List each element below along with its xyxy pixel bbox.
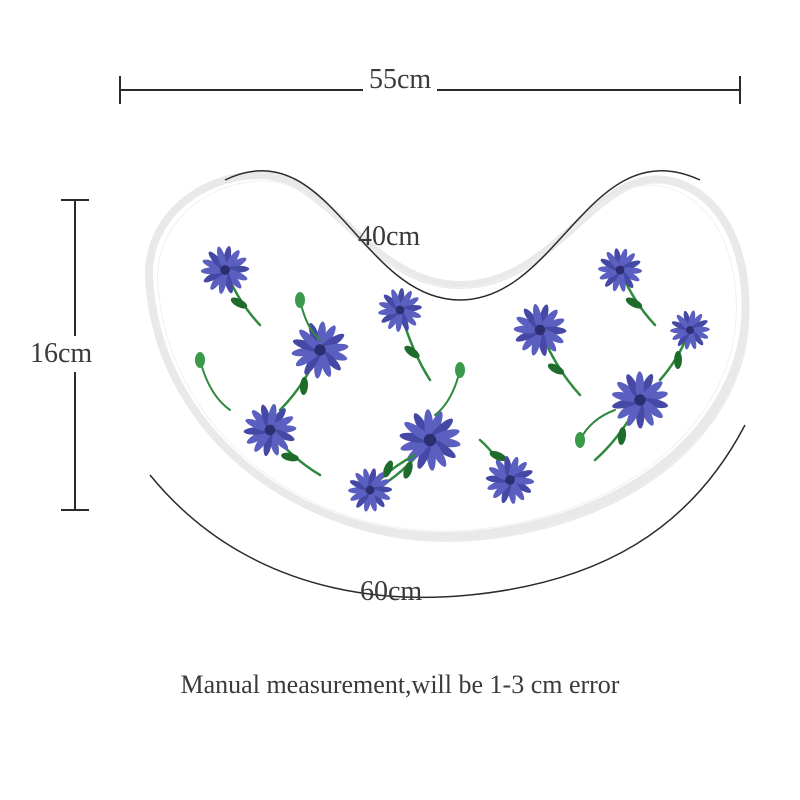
inner-arc xyxy=(225,171,700,300)
footnote: Manual measurement,will be 1-3 cm error xyxy=(0,670,800,700)
label-height: 16cm xyxy=(30,336,92,372)
label-inner-arc: 40cm xyxy=(358,221,420,253)
bib-shape xyxy=(149,175,750,542)
flower-pattern xyxy=(195,242,714,521)
diagram-canvas: 55cm 40cm 16cm 60cm Manual measurement,w… xyxy=(0,0,800,800)
label-outer-arc: 60cm xyxy=(360,576,422,608)
label-top-width: 55cm xyxy=(363,64,437,96)
outer-arc xyxy=(150,425,745,597)
